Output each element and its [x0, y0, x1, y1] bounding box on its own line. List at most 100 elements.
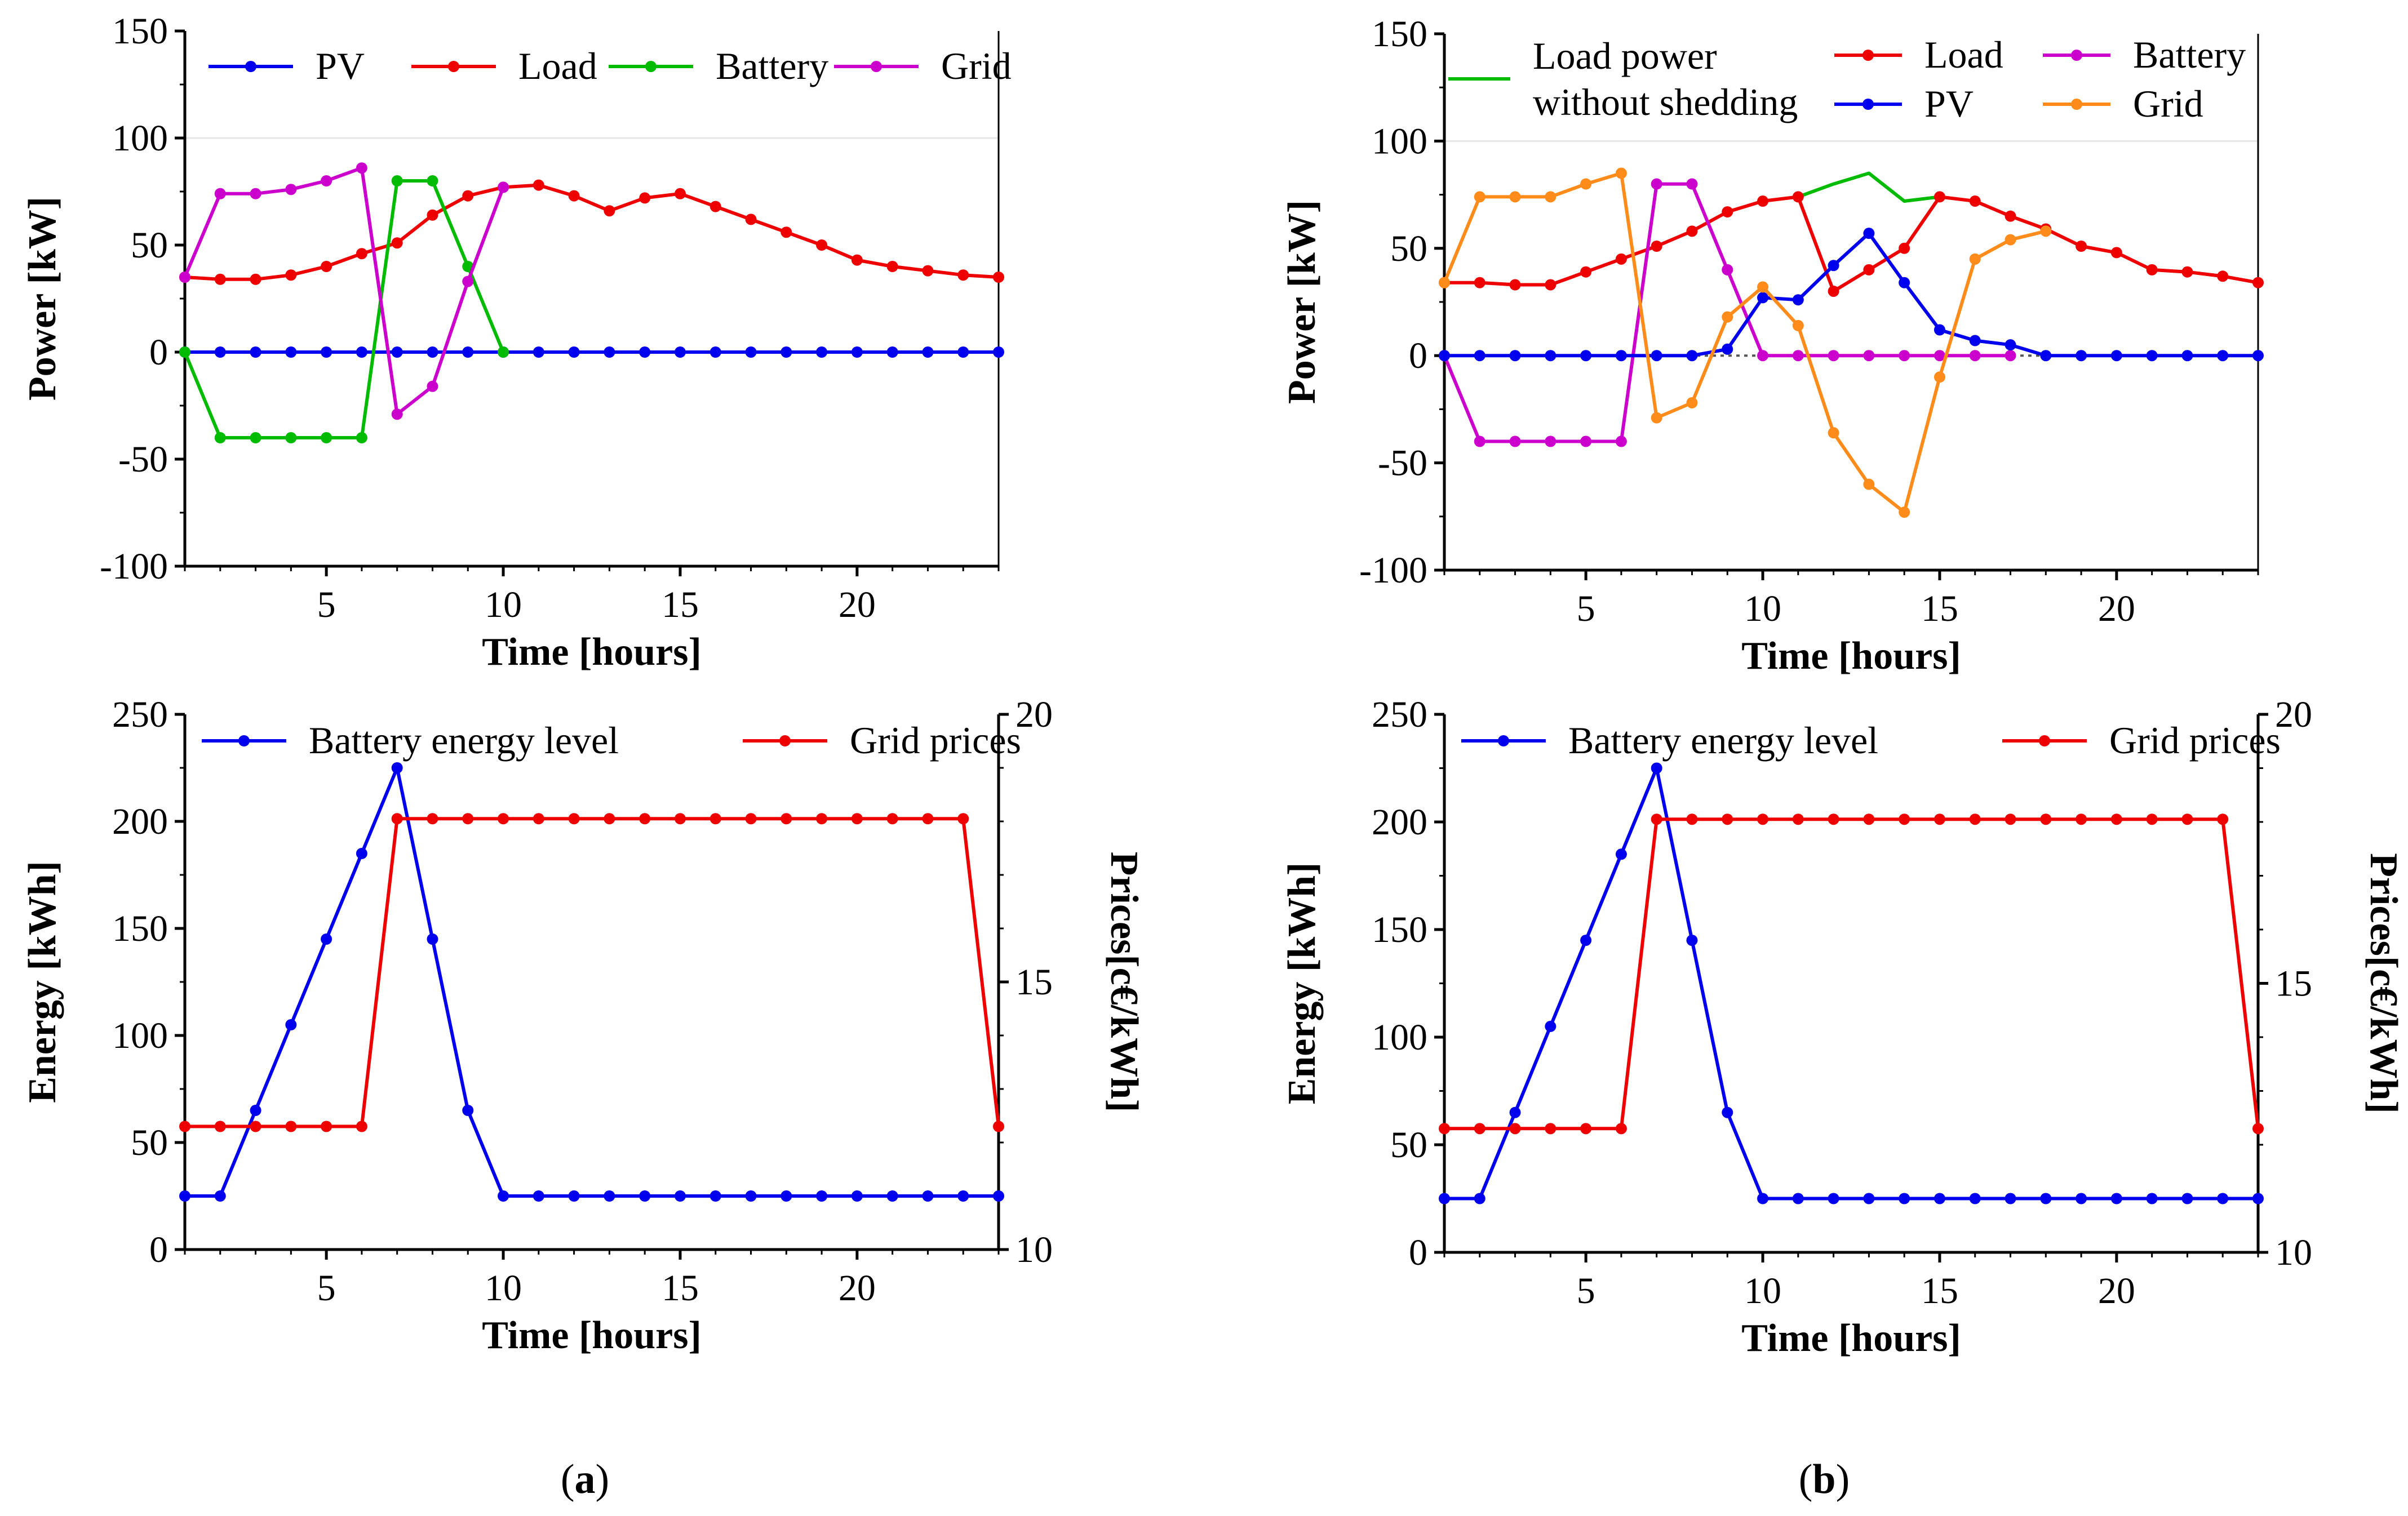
data-point	[2252, 350, 2264, 362]
legend-entry-load: Load	[411, 45, 597, 87]
data-point	[462, 813, 474, 825]
data-point	[1439, 1123, 1450, 1135]
data-point	[2181, 813, 2193, 825]
data-point	[1969, 335, 1981, 346]
legend-marker	[1862, 50, 1874, 61]
series-line	[185, 817, 1000, 1128]
legend-entry-grid: Grid	[834, 45, 1012, 87]
data-point	[321, 261, 332, 272]
series-grid	[179, 162, 509, 420]
legend-label: Battery energy level	[1568, 719, 1878, 762]
data-point	[745, 214, 757, 225]
data-point	[1686, 935, 1698, 946]
data-point	[957, 346, 969, 358]
data-point	[1792, 294, 1804, 306]
y-tick-label: 50	[1390, 228, 1427, 269]
legend-marker	[245, 61, 256, 72]
x-tick-label: 5	[1577, 1270, 1595, 1312]
data-point	[709, 201, 721, 212]
data-point	[2110, 813, 2122, 825]
data-point	[1899, 350, 1910, 362]
data-point	[2217, 350, 2229, 362]
data-point	[2005, 339, 2016, 351]
data-point	[781, 1190, 792, 1202]
data-point	[427, 933, 438, 945]
data-point	[1828, 813, 1839, 825]
data-point	[498, 346, 509, 358]
x-tick-label: 5	[317, 584, 336, 625]
y-tick-label: 50	[131, 225, 168, 266]
y2-tick-label: 15	[2275, 963, 2312, 1004]
data-point	[1828, 427, 1839, 439]
legend-label: Battery	[2133, 33, 2246, 76]
data-point	[2217, 1193, 2229, 1204]
y2-tick-label: 10	[2275, 1232, 2312, 1273]
series-battery	[1439, 178, 2016, 447]
data-point	[568, 346, 580, 358]
data-point	[2217, 813, 2229, 825]
data-point	[957, 813, 969, 825]
data-point	[745, 1190, 757, 1202]
data-point	[321, 1121, 332, 1132]
data-point	[922, 813, 934, 825]
data-point	[285, 346, 297, 358]
y-tick-label: -50	[118, 439, 168, 480]
y-axis-title: Energy [kWh]	[21, 861, 64, 1103]
series-grid-prices	[179, 813, 1004, 1132]
legend-label-line: Load power	[1533, 34, 1717, 77]
data-point	[1439, 350, 1450, 362]
data-point	[1863, 813, 1875, 825]
y-tick-label: 100	[1372, 121, 1427, 162]
legend: Battery energy level Grid prices	[202, 719, 1021, 762]
data-point	[568, 813, 580, 825]
data-point	[1969, 195, 1981, 207]
data-point	[1615, 848, 1627, 860]
data-point	[816, 346, 828, 358]
data-point	[639, 813, 651, 825]
data-point	[781, 346, 792, 358]
data-point	[250, 346, 261, 358]
data-point	[391, 813, 403, 825]
data-point	[498, 1190, 509, 1202]
data-point	[2005, 1193, 2016, 1204]
data-point	[1757, 292, 1769, 304]
data-point	[639, 192, 651, 204]
data-point	[2040, 1193, 2052, 1204]
data-point	[1651, 813, 1662, 825]
data-point	[851, 254, 863, 266]
y2-tick-label: 20	[1015, 694, 1053, 735]
data-point	[1792, 350, 1804, 362]
data-point	[851, 346, 863, 358]
data-point	[250, 1105, 261, 1116]
data-point	[1615, 435, 1627, 447]
data-point	[533, 346, 544, 358]
data-point	[214, 273, 226, 285]
data-point	[1863, 264, 1875, 275]
y-tick-label: 200	[1372, 802, 1427, 843]
data-point	[1863, 1193, 1875, 1204]
data-point	[2252, 1193, 2264, 1204]
data-point	[1474, 1193, 1485, 1204]
y-tick-label: 100	[112, 1015, 168, 1056]
data-point	[462, 346, 474, 358]
data-point	[1792, 319, 1804, 331]
data-point	[1686, 397, 1698, 408]
chart-b_power: -100 -50 0 50 100 150 5 10 15 20 Time [hours] Power…	[1280, 14, 2264, 678]
legend-label: PV	[316, 45, 365, 87]
data-point	[886, 261, 898, 272]
data-point	[1899, 813, 1910, 825]
data-point	[674, 1190, 686, 1202]
data-point	[1792, 191, 1804, 203]
data-point	[957, 269, 969, 281]
data-point	[1580, 178, 1592, 190]
legend-label: Load	[518, 45, 597, 87]
legend-label: Battery energy level	[309, 719, 619, 762]
data-point	[709, 1190, 721, 1202]
y-tick-label: 100	[1372, 1017, 1427, 1058]
data-point	[922, 1190, 934, 1202]
data-point	[1439, 277, 1450, 288]
data-point	[1474, 191, 1485, 203]
data-point	[533, 179, 544, 191]
x-tick-label: 10	[485, 584, 522, 625]
